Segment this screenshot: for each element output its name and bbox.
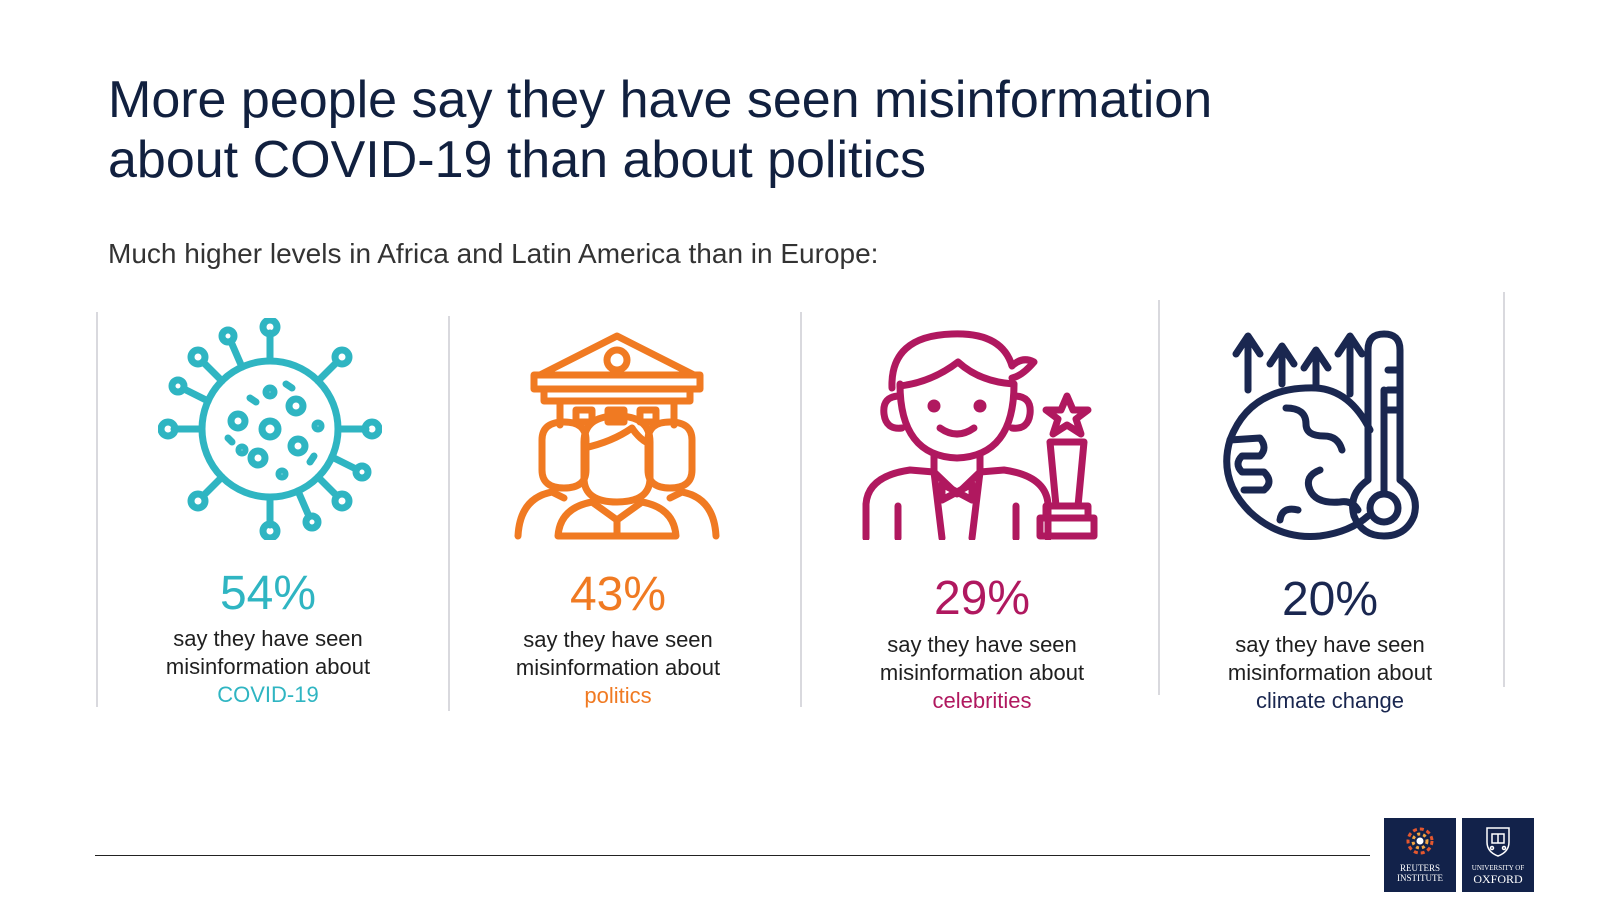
subtitle: Much higher levels in Africa and Latin A… (108, 238, 879, 269)
stat-description: say they have seen misinformation about … (468, 626, 768, 710)
celebrity-icon (862, 330, 1098, 540)
climate-change-icon (1223, 330, 1419, 540)
divider (96, 312, 98, 707)
title-line-1: More people say they have seen misinform… (108, 71, 1213, 129)
logo-emblem-icon (1406, 827, 1434, 855)
page-title: More people say they have seen misinform… (108, 70, 1408, 190)
stat-description: say they have seen misinformation about … (832, 631, 1132, 715)
stat-percent: 20% (1281, 573, 1379, 626)
stat-topic: climate change (1256, 688, 1404, 713)
logo-text: OXFORD (1473, 872, 1523, 886)
virus-icon (158, 318, 382, 540)
logo-text: REUTERS (1399, 863, 1440, 873)
stat-percent: 29% (933, 572, 1031, 625)
stat-topic: celebrities (932, 688, 1032, 713)
university-of-oxford-logo: UNIVERSITY OF OXFORD (1462, 818, 1534, 892)
stat-percent: 54% (219, 567, 317, 620)
stat-desc-line: say they have seen (523, 627, 713, 652)
reuters-institute-logo: REUTERS INSTITUTE (1384, 818, 1456, 892)
title-line-2: about COVID-19 than about politics (108, 131, 927, 189)
stat-desc-line: misinformation about (515, 655, 721, 680)
stat-description: say they have seen misinformation about … (118, 625, 418, 709)
stat-topic: politics (584, 683, 652, 708)
stat-description: say they have seen misinformation about … (1180, 631, 1480, 715)
stat-desc-line: misinformation about (1227, 660, 1433, 685)
stat-desc-line: say they have seen (1235, 632, 1425, 657)
stat-desc-line: misinformation about (165, 654, 371, 679)
divider (1158, 300, 1160, 695)
stat-desc-line: say they have seen (173, 626, 363, 651)
stat-topic: COVID-19 (217, 682, 319, 707)
stat-percent: 43% (569, 568, 667, 621)
stat-desc-line: misinformation about (879, 660, 1085, 685)
divider (1503, 292, 1505, 687)
stat-desc-line: say they have seen (887, 632, 1077, 657)
divider (800, 312, 802, 707)
logo-text: INSTITUTE (1397, 873, 1443, 883)
divider (448, 316, 450, 711)
government-people-icon (514, 332, 720, 540)
footer-divider (95, 855, 1370, 856)
oxford-crest-icon (1486, 827, 1510, 857)
logo-text: UNIVERSITY OF (1471, 864, 1525, 872)
